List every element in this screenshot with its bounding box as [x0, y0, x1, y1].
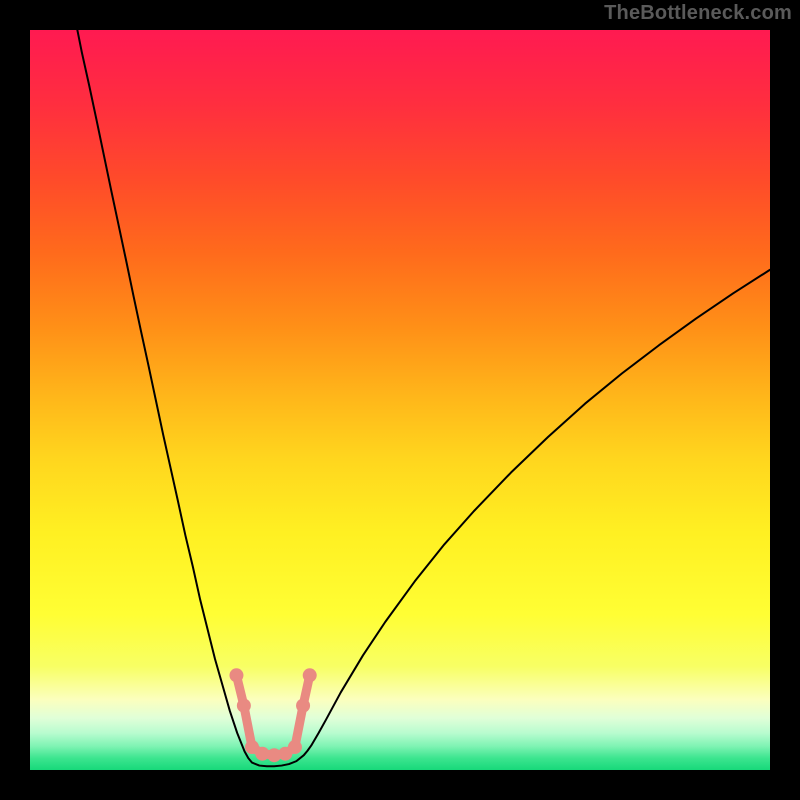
- chart-svg: [30, 30, 770, 770]
- accent-bead: [288, 740, 302, 754]
- accent-bead: [303, 668, 317, 682]
- accent-bead: [229, 668, 243, 682]
- accent-bead: [255, 747, 269, 761]
- accent-bead: [237, 699, 251, 713]
- chart-stage: TheBottleneck.com: [0, 0, 800, 800]
- plot-area: [30, 30, 770, 770]
- accent-bead: [296, 699, 310, 713]
- watermark-text: TheBottleneck.com: [604, 2, 792, 25]
- gradient-background: [30, 30, 770, 770]
